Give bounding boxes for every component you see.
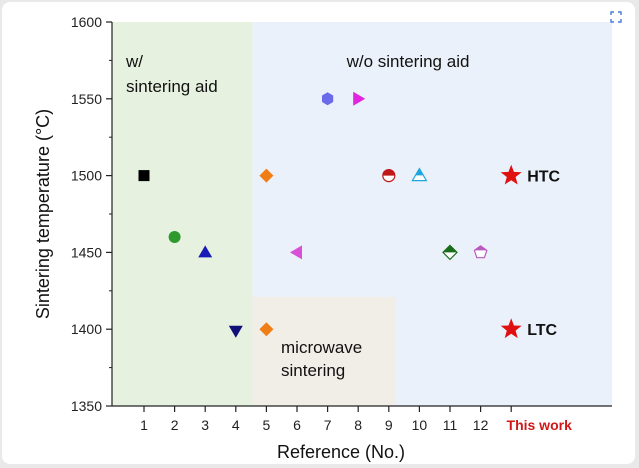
data-point-6-diamond-marker <box>259 322 274 337</box>
data-point-5-diamond-marker <box>259 168 274 183</box>
expand-icon <box>610 11 622 23</box>
data-point-11-triangle-half <box>415 168 424 176</box>
data-point-10-circle-half <box>382 169 395 176</box>
data-point-11 <box>411 167 428 182</box>
region-label-with-aid-line2: sintering aid <box>126 77 218 96</box>
data-point-1-square-marker <box>138 170 150 182</box>
data-point-4-triangle-marker <box>228 325 243 338</box>
x-tick-label: 9 <box>385 417 393 433</box>
x-tick-label: 12 <box>473 417 489 433</box>
point-label-ltc: LTC <box>527 322 557 339</box>
x-tick-label-this-work: This work <box>507 417 573 433</box>
data-point-1 <box>138 170 150 182</box>
data-point-3 <box>198 245 213 258</box>
microwave-sintering-region <box>252 296 395 406</box>
x-tick-label: 2 <box>171 417 179 433</box>
y-tick-label: 1400 <box>71 321 102 337</box>
x-tick-label: 4 <box>232 417 240 433</box>
y-tick-label: 1350 <box>71 398 102 414</box>
x-tick-label: 5 <box>263 417 271 433</box>
data-point-12 <box>442 244 458 261</box>
region-label-microwave-line1: microwave <box>281 338 362 357</box>
data-point-7-triangle-marker <box>290 245 302 260</box>
y-tick-label: 1600 <box>71 14 102 30</box>
region-label-without-aid: w/o sintering aid <box>346 52 470 71</box>
expand-button[interactable] <box>605 8 627 26</box>
data-point-4 <box>228 325 243 338</box>
data-point-8 <box>322 92 334 106</box>
data-point-3-triangle-marker <box>198 245 213 258</box>
y-axis-label: Sintering temperature (°C) <box>33 109 53 319</box>
data-point-9-triangle-marker <box>353 91 366 106</box>
data-point-5 <box>259 168 274 183</box>
data-point-12-diamond-half <box>443 245 457 253</box>
x-tick-label: 10 <box>412 417 428 433</box>
x-tick-label: 6 <box>293 417 301 433</box>
data-point-2 <box>168 231 181 244</box>
x-tick-label: 8 <box>354 417 362 433</box>
data-point-2-circle-marker <box>168 231 181 244</box>
data-point-8-hexagon-marker <box>322 92 334 106</box>
data-point-7 <box>290 245 302 260</box>
data-point-10 <box>382 169 396 183</box>
data-point-14-star-marker <box>500 164 522 185</box>
region-label-microwave-line2: sintering <box>281 361 345 380</box>
region-label-with-aid-line1: w/ <box>125 52 143 71</box>
data-point-14 <box>500 164 522 185</box>
point-label-htc: HTC <box>527 169 560 186</box>
data-point-13 <box>473 245 488 259</box>
y-tick-label: 1550 <box>71 91 102 107</box>
x-tick-label: 7 <box>324 417 332 433</box>
data-point-6 <box>259 322 274 337</box>
x-tick-label: 11 <box>443 417 458 433</box>
y-tick-label: 1500 <box>71 168 102 184</box>
x-axis-label: Reference (No.) <box>277 442 405 462</box>
y-tick-label: 1450 <box>71 244 102 260</box>
data-point-15-star-marker <box>500 318 522 339</box>
data-point-13-pentagon-half <box>474 245 487 251</box>
data-point-9 <box>353 91 366 106</box>
x-tick-label: 1 <box>140 417 148 433</box>
with-sintering-aid-region <box>112 22 253 406</box>
data-point-15 <box>500 318 522 339</box>
x-tick-label: 3 <box>201 417 209 433</box>
